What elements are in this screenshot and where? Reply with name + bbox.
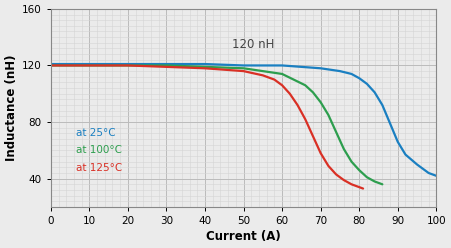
Y-axis label: Inductance (nH): Inductance (nH) xyxy=(5,55,18,161)
X-axis label: Current (A): Current (A) xyxy=(206,230,281,243)
Text: at 125°C: at 125°C xyxy=(76,163,122,173)
Text: at 25°C: at 25°C xyxy=(76,128,115,138)
Text: at 100°C: at 100°C xyxy=(76,146,122,155)
Text: 120 nH: 120 nH xyxy=(232,38,274,51)
